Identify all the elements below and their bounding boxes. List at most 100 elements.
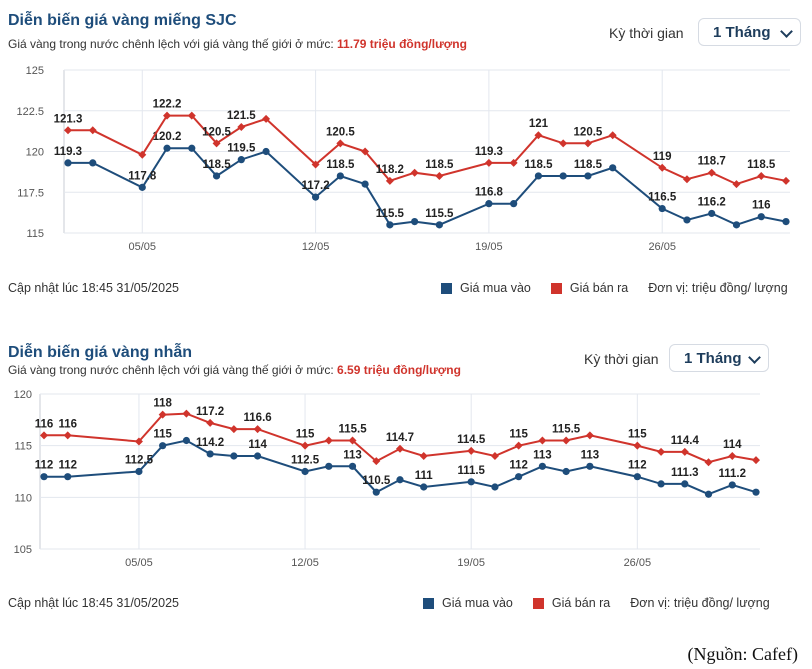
data-label-sell: 116: [58, 418, 77, 430]
data-label-sell: 115: [296, 429, 315, 441]
data-point-sell: [182, 409, 191, 418]
data-label-sell: 118.7: [698, 156, 726, 168]
subtitle-prefix: Giá vàng trong nước chênh lệch với giá v…: [8, 363, 334, 377]
legend-label-buy: Giá mua vào: [460, 281, 531, 295]
data-point-sell: [509, 158, 518, 167]
data-point-buy: [681, 480, 689, 488]
data-label-buy: 118.5: [574, 159, 603, 171]
legend-swatch-sell: [550, 282, 562, 294]
data-point-buy: [586, 462, 594, 470]
chevron-down-icon: [780, 25, 793, 38]
subtitle-prefix: Giá vàng trong nước chênh lệch với giá v…: [8, 37, 334, 51]
data-point-buy: [262, 147, 270, 156]
data-point-buy: [138, 183, 146, 191]
series-line-buy: [68, 147, 787, 226]
data-point-sell: [782, 176, 790, 185]
data-point-sell: [158, 410, 167, 419]
legend-swatch-buy: [423, 597, 434, 609]
data-point-buy: [732, 221, 741, 229]
data-label-sell: 119: [653, 151, 672, 163]
data-label-sell: 114.7: [386, 432, 414, 444]
data-point-sell: [419, 452, 428, 460]
data-point-sell: [608, 131, 617, 140]
chart-legend: Giá mua vào Giá bán ra Đơn vị: triệu đồn…: [441, 281, 788, 295]
data-point-sell: [396, 444, 404, 453]
data-label-buy: 119.5: [227, 143, 256, 155]
data-point-buy: [534, 172, 543, 180]
data-point-buy: [559, 172, 567, 180]
data-label-buy: 111.3: [671, 467, 699, 479]
data-label-sell: 114.5: [457, 434, 486, 446]
period-select[interactable]: 1 Tháng: [669, 344, 769, 372]
data-label-buy: 113: [581, 449, 600, 461]
data-label-buy: 116: [752, 200, 771, 212]
data-point-buy: [658, 204, 666, 213]
chart-title: Diễn biến giá vàng miếng SJC: [8, 12, 237, 29]
data-label-sell: 118.2: [376, 164, 404, 176]
data-label-buy: 118.5: [326, 159, 355, 171]
data-point-buy: [752, 488, 760, 496]
y-tick-label: 117.5: [17, 187, 44, 199]
data-label-sell: 116.6: [244, 412, 272, 424]
data-label-sell: 115.5: [552, 424, 581, 436]
data-point-sell: [361, 147, 370, 156]
data-point-sell: [732, 180, 741, 189]
data-label-buy: 111.2: [719, 468, 747, 480]
data-label-buy: 111.5: [457, 465, 485, 477]
data-point-buy: [704, 490, 713, 498]
data-point-sell: [253, 425, 262, 434]
data-label-sell: 120.5: [574, 126, 603, 138]
data-point-sell: [633, 441, 642, 450]
data-label-sell: 118: [153, 398, 172, 410]
data-point-buy: [467, 478, 475, 486]
data-label-buy: 112.5: [291, 455, 320, 467]
data-label-sell: 121: [529, 118, 549, 130]
data-point-sell: [490, 452, 499, 460]
data-point-sell: [728, 452, 737, 460]
data-point-sell: [752, 456, 760, 465]
data-point-buy: [311, 193, 320, 201]
legend-item-buy: Giá mua vào: [441, 281, 531, 295]
data-point-sell: [657, 447, 666, 456]
data-point-buy: [182, 436, 190, 445]
data-point-buy: [212, 172, 221, 180]
period-select[interactable]: 1 Tháng: [698, 18, 801, 46]
data-point-sell: [680, 447, 689, 456]
data-point-sell: [514, 441, 523, 450]
data-point-buy: [163, 144, 171, 152]
x-tick-label: 05/05: [129, 241, 157, 253]
data-label-buy: 115.5: [376, 208, 405, 220]
data-label-buy: 112: [509, 460, 528, 472]
data-label-buy: 114: [248, 439, 267, 451]
series-line-sell: [44, 412, 757, 464]
x-tick-label: 19/05: [457, 557, 485, 569]
legend-label-sell: Giá bán ra: [551, 596, 611, 610]
data-point-buy: [420, 483, 428, 491]
sjc-line-chart: 115 117.5 120 122.5 125 05/05 12/05 19/05 26/05 1…: [16, 65, 790, 253]
data-point-buy: [89, 159, 97, 167]
chevron-down-icon: [748, 351, 761, 364]
data-label-sell: 115.5: [338, 424, 367, 436]
data-point-buy: [361, 180, 369, 188]
y-tick-label: 115: [14, 441, 32, 453]
data-point-sell: [410, 168, 419, 177]
data-point-sell: [212, 139, 221, 148]
data-label-sell: 119.3: [475, 146, 503, 158]
data-label-sell: 120.5: [202, 126, 231, 138]
source-note: (Nguồn: Cafef): [687, 644, 798, 664]
data-label-buy: 120.2: [153, 131, 182, 143]
data-label-sell: 118.5: [747, 159, 776, 171]
data-point-buy: [562, 467, 570, 476]
data-point-buy: [708, 209, 716, 218]
x-tick-label: 19/05: [475, 241, 503, 253]
data-point-sell: [385, 176, 394, 185]
data-label-buy: 113: [343, 449, 362, 461]
data-point-sell: [64, 126, 72, 135]
data-point-sell: [585, 431, 594, 440]
y-tick-label: 115: [26, 228, 44, 240]
data-point-buy: [188, 144, 196, 152]
y-tick-label: 120: [26, 147, 44, 159]
data-point-sell: [372, 457, 381, 466]
data-point-buy: [609, 164, 617, 172]
